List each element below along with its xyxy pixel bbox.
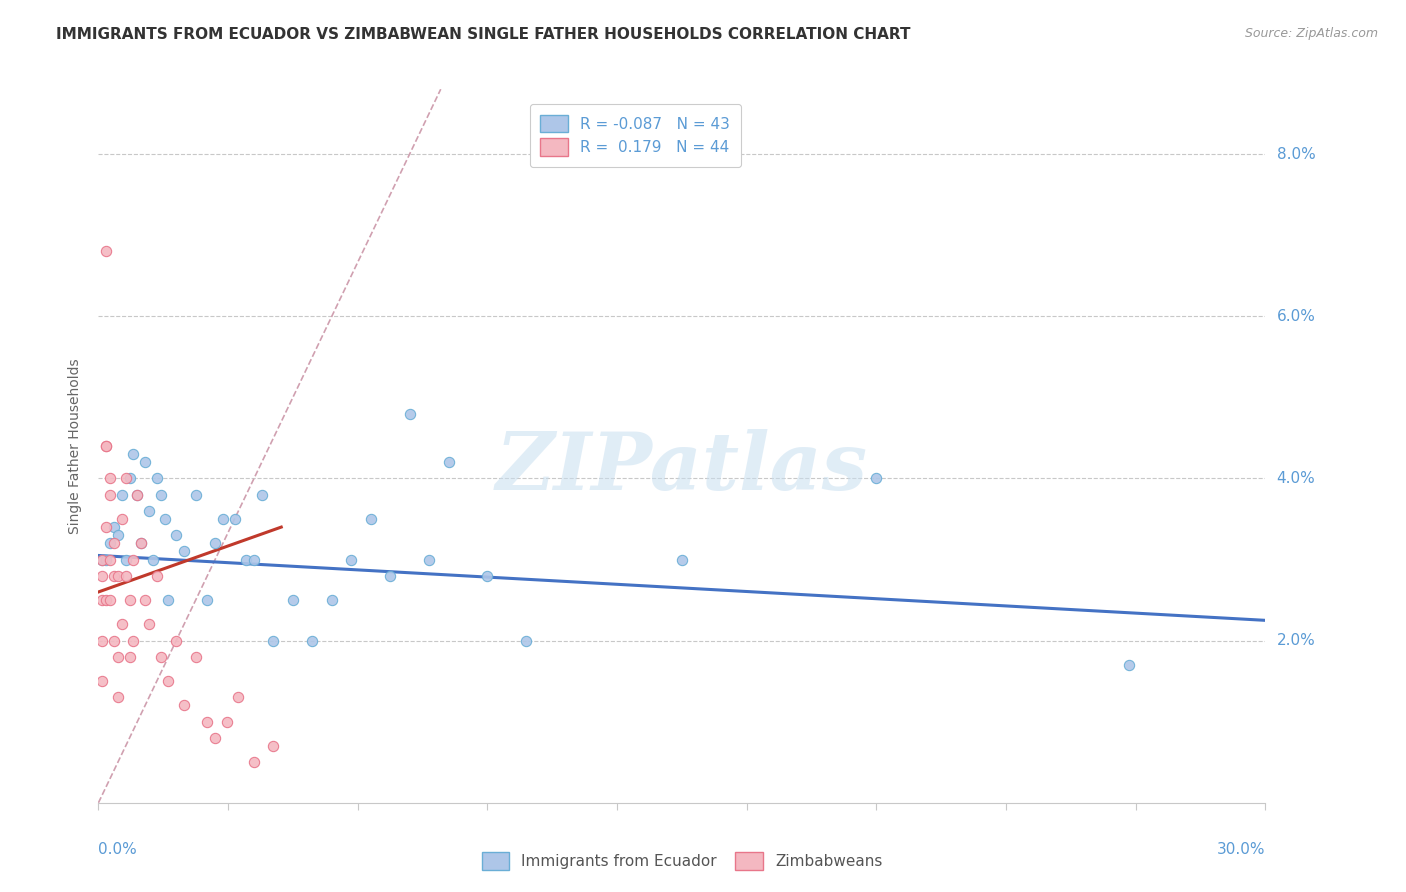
- Point: [146, 568, 169, 582]
- Text: IMMIGRANTS FROM ECUADOR VS ZIMBABWEAN SINGLE FATHER HOUSEHOLDS CORRELATION CHART: IMMIGRANTS FROM ECUADOR VS ZIMBABWEAN SI…: [56, 27, 911, 42]
- Point: [301, 633, 323, 648]
- Point: [114, 568, 136, 582]
- Point: [103, 633, 125, 648]
- Point: [107, 528, 129, 542]
- Point: [98, 552, 121, 566]
- Text: ZIPatlas: ZIPatlas: [496, 429, 868, 506]
- Point: [215, 714, 238, 729]
- Point: [153, 512, 176, 526]
- Point: [91, 633, 114, 648]
- Legend: Immigrants from Ecuador, Zimbabweans: Immigrants from Ecuador, Zimbabweans: [474, 845, 890, 877]
- Point: [96, 244, 118, 259]
- Point: [173, 698, 195, 713]
- Point: [224, 512, 246, 526]
- Point: [340, 552, 363, 566]
- Point: [91, 552, 114, 566]
- Point: [1118, 657, 1140, 672]
- Point: [103, 568, 125, 582]
- Point: [378, 568, 402, 582]
- Point: [122, 552, 145, 566]
- Point: [96, 593, 118, 607]
- Point: [157, 593, 180, 607]
- Point: [865, 471, 887, 485]
- Text: 30.0%: 30.0%: [1218, 842, 1265, 856]
- Point: [360, 512, 382, 526]
- Point: [477, 568, 499, 582]
- Point: [118, 471, 141, 485]
- Point: [142, 552, 165, 566]
- Text: Source: ZipAtlas.com: Source: ZipAtlas.com: [1244, 27, 1378, 40]
- Point: [114, 552, 136, 566]
- Point: [515, 633, 537, 648]
- Point: [122, 633, 145, 648]
- Point: [184, 488, 207, 502]
- Point: [134, 593, 156, 607]
- Point: [103, 536, 125, 550]
- Point: [165, 528, 187, 542]
- Point: [321, 593, 343, 607]
- Point: [281, 593, 304, 607]
- Point: [149, 649, 172, 664]
- Point: [195, 714, 218, 729]
- Text: 2.0%: 2.0%: [1277, 633, 1315, 648]
- Point: [118, 649, 141, 664]
- Point: [127, 488, 149, 502]
- Point: [204, 536, 226, 550]
- Point: [212, 512, 235, 526]
- Point: [96, 439, 118, 453]
- Point: [107, 649, 129, 664]
- Point: [165, 633, 187, 648]
- Point: [262, 633, 284, 648]
- Point: [96, 439, 118, 453]
- Point: [173, 544, 195, 558]
- Point: [184, 649, 207, 664]
- Point: [91, 674, 114, 689]
- Point: [228, 690, 250, 705]
- Point: [129, 536, 152, 550]
- Point: [98, 593, 121, 607]
- Point: [98, 536, 121, 550]
- Point: [111, 488, 134, 502]
- Point: [103, 520, 125, 534]
- Point: [149, 488, 172, 502]
- Point: [114, 471, 136, 485]
- Point: [118, 593, 141, 607]
- Point: [111, 512, 134, 526]
- Text: 8.0%: 8.0%: [1277, 146, 1315, 161]
- Point: [98, 471, 121, 485]
- Point: [91, 568, 114, 582]
- Point: [235, 552, 257, 566]
- Point: [250, 488, 273, 502]
- Point: [111, 617, 134, 632]
- Point: [671, 552, 693, 566]
- Y-axis label: Single Father Households: Single Father Households: [69, 359, 83, 533]
- Point: [96, 520, 118, 534]
- Point: [91, 593, 114, 607]
- Point: [243, 552, 266, 566]
- Point: [98, 488, 121, 502]
- Point: [398, 407, 420, 421]
- Point: [127, 488, 149, 502]
- Text: 0.0%: 0.0%: [98, 842, 138, 856]
- Point: [91, 552, 114, 566]
- Point: [243, 756, 266, 770]
- Point: [138, 504, 160, 518]
- Point: [262, 739, 284, 753]
- Point: [134, 455, 156, 469]
- Point: [129, 536, 152, 550]
- Point: [418, 552, 440, 566]
- Point: [195, 593, 218, 607]
- Point: [122, 447, 145, 461]
- Point: [157, 674, 180, 689]
- Point: [107, 568, 129, 582]
- Point: [107, 690, 129, 705]
- Point: [146, 471, 169, 485]
- Point: [437, 455, 460, 469]
- Text: 6.0%: 6.0%: [1277, 309, 1316, 324]
- Point: [138, 617, 160, 632]
- Text: 4.0%: 4.0%: [1277, 471, 1315, 486]
- Point: [204, 731, 226, 745]
- Point: [96, 552, 118, 566]
